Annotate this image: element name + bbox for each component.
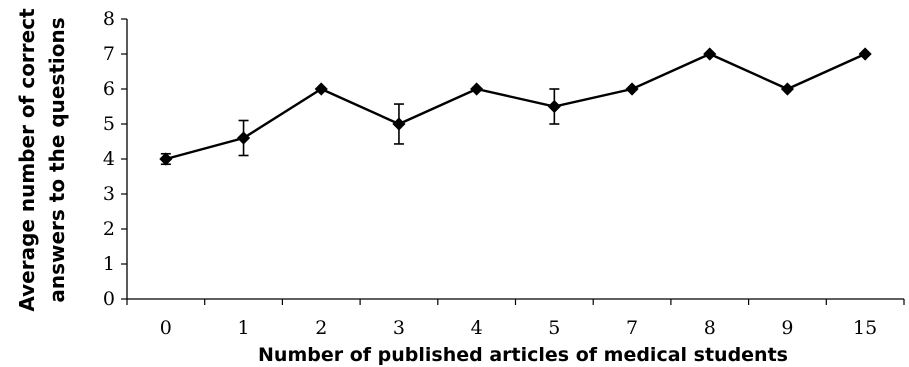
data-point: [392, 117, 406, 131]
x-tick-label: 3: [393, 317, 405, 339]
data-point: [703, 47, 717, 61]
y-tick-label: 6: [103, 78, 115, 100]
data-point: [780, 82, 795, 96]
y-tick-label: 4: [103, 148, 115, 170]
data-point: [159, 152, 173, 166]
data-point: [858, 47, 872, 61]
y-tick-label: 3: [103, 183, 115, 205]
data-point: [547, 99, 561, 114]
x-axis-label: Number of published articles of medical …: [258, 344, 788, 366]
x-tick-label: 2: [315, 317, 327, 339]
y-tick-label: 8: [103, 8, 115, 30]
y-tick-label: 2: [103, 218, 115, 240]
y-tick-label: 1: [103, 253, 115, 275]
series-line: [165, 52, 866, 161]
x-tick-labels: 0 1 2 3 4 5 7 8 9 15: [160, 317, 877, 339]
y-tick-label: 7: [103, 43, 115, 65]
data-markers: [159, 47, 872, 166]
x-tick-label: 4: [471, 317, 483, 339]
series-line-path: [165, 52, 866, 161]
y-tick-label: 0: [103, 288, 115, 310]
chart-axes: [121, 18, 905, 305]
x-tick-label: 8: [704, 317, 716, 339]
data-point: [236, 131, 251, 145]
x-tick-label: 15: [853, 317, 877, 339]
x-tick-label: 9: [781, 317, 793, 339]
data-point: [625, 82, 639, 96]
x-tick-label: 5: [548, 317, 560, 339]
y-tick-labels: 0 1 2 3 4 5 6 7 8: [103, 8, 115, 310]
error-bars: [160, 88, 560, 166]
x-tick-label: 0: [160, 317, 172, 339]
y-axis-label-line-1: Average number of correct: [15, 8, 39, 312]
data-point: [314, 82, 328, 96]
x-tick-label: 1: [238, 317, 250, 339]
x-tick-label: 7: [626, 317, 638, 339]
y-axis-label-line-2: answers to the questions: [45, 17, 69, 302]
y-tick-label: 5: [103, 113, 115, 135]
data-point: [470, 82, 484, 96]
